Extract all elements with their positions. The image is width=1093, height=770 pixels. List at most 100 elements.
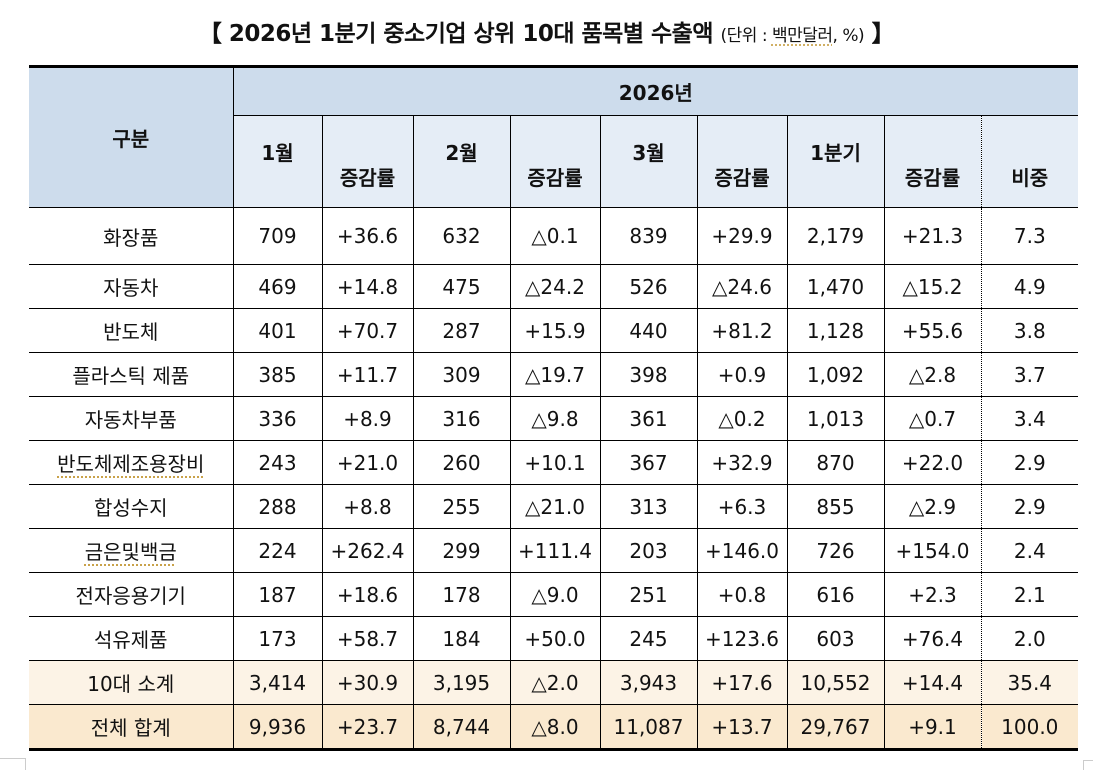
cell-q1-rate: △2.8 [883,352,982,397]
cell-jan: 336 [232,396,323,441]
cell-mar: 11,087 [599,704,698,751]
cell-q1: 603 [786,616,885,661]
row-name: 반도체 [29,308,234,353]
cell-feb-rate: △24.2 [509,264,601,309]
cell-q1: 855 [786,484,885,529]
cell-feb-rate: △9.0 [509,572,601,617]
cell-feb: 632 [412,207,511,265]
cell-jan: 401 [232,308,323,353]
total-row: 전체 합계 9,936 +23.7 8,744 △8.0 11,087 +13.… [29,704,1079,751]
cell-feb: 8,744 [412,704,511,751]
cell-q1-rate: +76.4 [883,616,982,661]
cell-mar: 839 [599,207,698,265]
cell-jan: 243 [232,440,323,485]
cell-q1: 2,179 [786,207,885,265]
cell-mar: 440 [599,308,698,353]
cell-share: 100.0 [980,704,1079,751]
cell-feb-rate: △0.1 [509,207,601,265]
header-q1-rate-label: 증감률 [904,166,961,190]
header-jan-label: 1월 [261,141,294,165]
header-feb: 2월 [412,115,511,208]
cell-q1-rate: +55.6 [883,308,982,353]
cell-jan: 385 [232,352,323,397]
page-corner-mark-left [0,758,26,770]
cell-q1-rate: +2.3 [883,572,982,617]
cell-q1-rate: +22.0 [883,440,982,485]
row-name: 금은및백금 [29,528,234,573]
cell-q1-rate: △15.2 [883,264,982,309]
header-feb-rate-label: 증감률 [527,166,583,190]
table-title: 【 2026년 1분기 중소기업 상위 10대 품목별 수출액 (단위 : 백만… [0,14,1093,48]
cell-feb: 3,195 [412,660,511,705]
cell-mar-rate: +81.2 [696,308,788,353]
header-share: 비중 [980,115,1079,208]
cell-mar-rate: +17.6 [696,660,788,705]
title-open-bracket: 【 [198,21,222,47]
cell-feb-rate: +15.9 [509,308,601,353]
subtotal-row: 10대 소계 3,414 +30.9 3,195 △2.0 3,943 +17.… [29,660,1079,705]
cell-mar: 398 [599,352,698,397]
row-name: 10대 소계 [29,660,234,705]
cell-q1: 616 [786,572,885,617]
row-name-text: 반도체제조용장비 [57,452,205,476]
header-mar-rate-label: 증감률 [714,166,770,190]
cell-share: 7.3 [980,207,1079,265]
table-row: 합성수지 288 +8.8 255 △21.0 313 +6.3 855 △2.… [29,484,1079,529]
cell-jan: 469 [232,264,323,309]
table-row: 전자응용기기 187 +18.6 178 △9.0 251 +0.8 616 +… [29,572,1079,617]
cell-jan-rate: +23.7 [321,704,414,751]
header-share-label: 비중 [1011,166,1049,190]
header-q1-rate: 증감률 [883,115,982,208]
cell-mar-rate: +29.9 [696,207,788,265]
cell-q1-rate: △2.9 [883,484,982,529]
cell-share: 2.0 [980,616,1079,661]
title-unit: (단위 : 백만달러, %) [721,26,865,46]
row-name: 화장품 [29,207,234,265]
cell-feb: 184 [412,616,511,661]
cell-mar-rate: △0.2 [696,396,788,441]
cell-q1-rate: +154.0 [883,528,982,573]
cell-mar: 367 [599,440,698,485]
header-jan: 1월 [232,115,323,208]
cell-jan-rate: +8.8 [321,484,414,529]
header-feb-rate: 증감률 [509,115,601,208]
header-mar-rate: 증감률 [696,115,788,208]
table-row: 반도체 401 +70.7 287 +15.9 440 +81.2 1,128 … [29,308,1079,353]
cell-feb-rate: △8.0 [509,704,601,751]
header-year: 2026년 [232,65,1079,116]
table-row: 자동차 469 +14.8 475 △24.2 526 △24.6 1,470 … [29,264,1079,309]
cell-jan: 187 [232,572,323,617]
cell-feb-rate: +111.4 [509,528,601,573]
cell-share: 2.4 [980,528,1079,573]
cell-q1: 726 [786,528,885,573]
cell-q1-rate: △0.7 [883,396,982,441]
cell-feb-rate: △21.0 [509,484,601,529]
table-row: 반도체제조용장비 243 +21.0 260 +10.1 367 +32.9 8… [29,440,1079,485]
cell-mar-rate: +123.6 [696,616,788,661]
cell-mar: 526 [599,264,698,309]
unit-suffix: , %) [832,26,865,46]
cell-mar-rate: +0.8 [696,572,788,617]
cell-mar-rate: △24.6 [696,264,788,309]
cell-q1: 29,767 [786,704,885,751]
header-q1-label: 1분기 [810,141,861,165]
cell-feb: 475 [412,264,511,309]
header-mar: 3월 [599,115,698,208]
cell-q1: 1,092 [786,352,885,397]
cell-q1-rate: +21.3 [883,207,982,265]
cell-share: 3.7 [980,352,1079,397]
header-q1: 1분기 [786,115,885,208]
header-mar-label: 3월 [632,141,665,165]
cell-q1-rate: +14.4 [883,660,982,705]
cell-feb: 178 [412,572,511,617]
cell-feb-rate: △19.7 [509,352,601,397]
cell-jan-rate: +262.4 [321,528,414,573]
table-row: 플라스틱 제품 385 +11.7 309 △19.7 398 +0.9 1,0… [29,352,1079,397]
cell-feb: 316 [412,396,511,441]
row-name: 플라스틱 제품 [29,352,234,397]
cell-feb-rate: +10.1 [509,440,601,485]
cell-jan-rate: +70.7 [321,308,414,353]
cell-share: 2.9 [980,440,1079,485]
cell-feb: 260 [412,440,511,485]
cell-jan-rate: +18.6 [321,572,414,617]
